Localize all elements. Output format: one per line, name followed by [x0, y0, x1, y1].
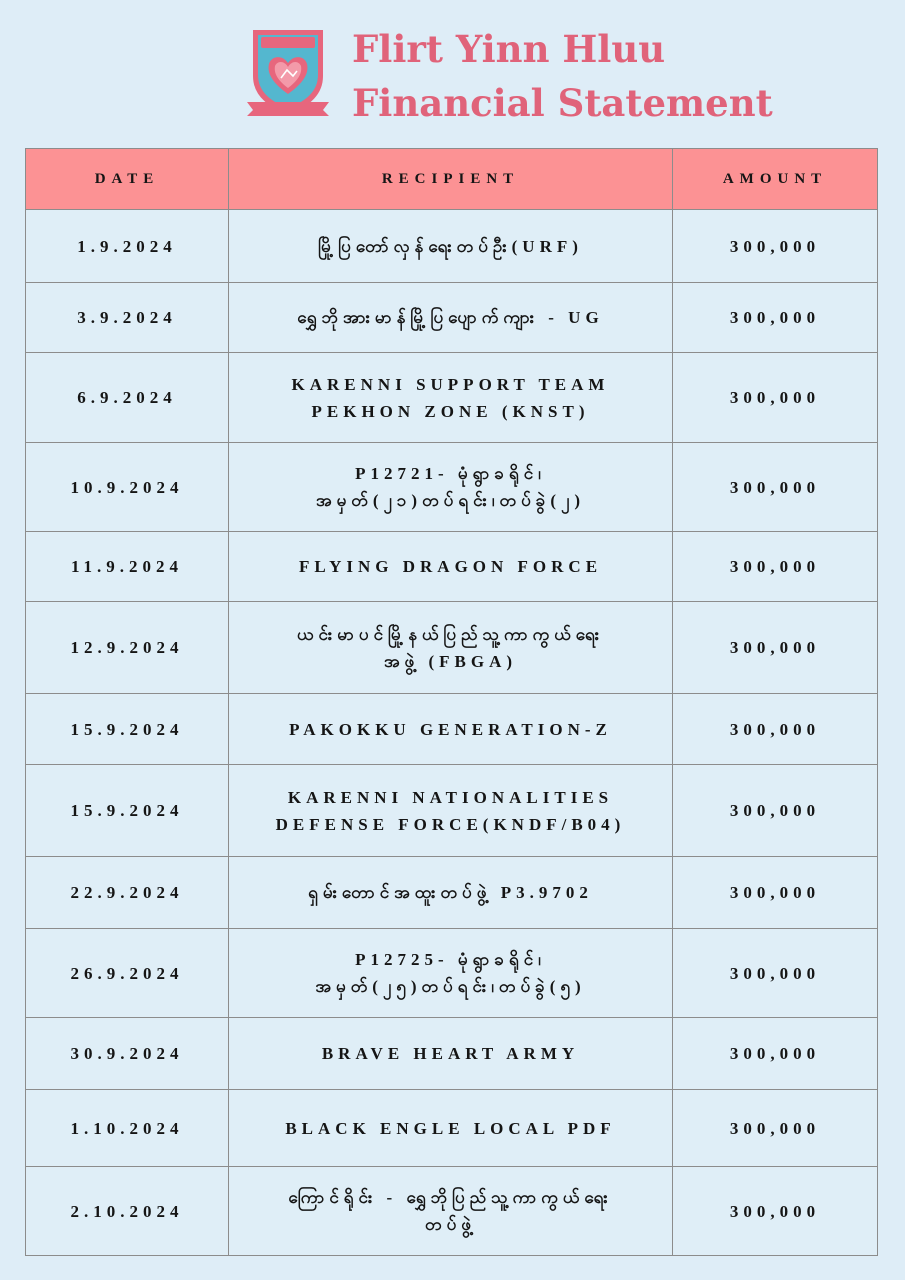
column-header-date: DATE — [25, 148, 229, 210]
recipient-cell: P12721- မုံရွာခရိုင်၊ အမှတ်(၂၁)တပ်ရင်း၊တ… — [228, 442, 673, 532]
header: Flirt Yinn Hluu Financial Statement — [0, 0, 905, 140]
table-row: 6.9.2024 KARENNI SUPPORT TEAM PEKHON ZON… — [25, 352, 878, 443]
table-row: 22.9.2024 ရှမ်းတောင်အထူးတပ်ဖွဲ့ P3.9702 … — [25, 856, 878, 929]
table-row: 15.9.2024 KARENNI NATIONALITIES DEFENSE … — [25, 764, 878, 857]
date-cell: 1.10.2024 — [25, 1089, 229, 1167]
recipient-cell: PAKOKKU GENERATION-Z — [228, 693, 673, 765]
date-cell: 12.9.2024 — [25, 601, 229, 694]
date-cell: 15.9.2024 — [25, 693, 229, 765]
date-cell: 26.9.2024 — [25, 928, 229, 1018]
table-row: 15.9.2024 PAKOKKU GENERATION-Z 300,000 — [25, 693, 878, 765]
table-row: 1.9.2024 မြို့ပြတော်လှန်ရေးတပ်ဦး(URF) 30… — [25, 209, 878, 283]
amount-cell: 300,000 — [672, 693, 878, 765]
recipient-cell: BRAVE HEART ARMY — [228, 1017, 673, 1090]
amount-cell: 300,000 — [672, 352, 878, 443]
recipient-cell: ရွှေဘိုအားမာန်မြို့ပြပျောက်ကျား - UG — [228, 282, 673, 353]
recipient-cell: BLACK ENGLE LOCAL PDF — [228, 1089, 673, 1167]
date-cell: 11.9.2024 — [25, 531, 229, 602]
table-row: 11.9.2024 FLYING DRAGON FORCE 300,000 — [25, 531, 878, 602]
title-document: Financial Statement — [352, 81, 773, 125]
recipient-cell: KARENNI SUPPORT TEAM PEKHON ZONE (KNST) — [228, 352, 673, 443]
table-row: 26.9.2024 P12725- မုံရွာခရိုင်၊ အမှတ်(၂၅… — [25, 928, 878, 1018]
recipient-cell: ရှမ်းတောင်အထူးတပ်ဖွဲ့ P3.9702 — [228, 856, 673, 929]
table-row: 30.9.2024 BRAVE HEART ARMY 300,000 — [25, 1017, 878, 1090]
amount-cell: 300,000 — [672, 928, 878, 1018]
column-header-amount: AMOUNT — [672, 148, 878, 210]
table-row: 10.9.2024 P12721- မုံရွာခရိုင်၊ အမှတ်(၂၁… — [25, 442, 878, 532]
title-block: Flirt Yinn Hluu Financial Statement — [352, 22, 773, 130]
amount-cell: 300,000 — [672, 1166, 878, 1256]
recipient-cell: ယင်းမာပင်မြို့နယ်ပြည်သူ့ကာကွယ်ရေး အဖွဲ့ … — [228, 601, 673, 694]
amount-cell: 300,000 — [672, 282, 878, 353]
recipient-cell: KARENNI NATIONALITIES DEFENSE FORCE(KNDF… — [228, 764, 673, 857]
date-cell: 22.9.2024 — [25, 856, 229, 929]
amount-cell: 300,000 — [672, 764, 878, 857]
amount-cell: 300,000 — [672, 442, 878, 532]
date-cell: 6.9.2024 — [25, 352, 229, 443]
date-cell: 2.10.2024 — [25, 1166, 229, 1256]
table-row: 1.10.2024 BLACK ENGLE LOCAL PDF 300,000 — [25, 1089, 878, 1167]
date-cell: 3.9.2024 — [25, 282, 229, 353]
amount-cell: 300,000 — [672, 601, 878, 694]
date-cell: 1.9.2024 — [25, 209, 229, 283]
column-header-recipient: RECIPIENT — [228, 148, 673, 210]
fundraising-team-logo — [247, 30, 329, 116]
recipient-cell: မြို့ပြတော်လှန်ရေးတပ်ဦး(URF) — [228, 209, 673, 283]
table-row: 2.10.2024 ကြောင်ရိုင်း - ရွှေဘိုပြည်သူ့က… — [25, 1166, 878, 1256]
financial-statement-table: DATE RECIPIENT AMOUNT 1.9.2024 မြို့ပြတေ… — [25, 148, 878, 1256]
date-cell: 15.9.2024 — [25, 764, 229, 857]
amount-cell: 300,000 — [672, 531, 878, 602]
date-cell: 30.9.2024 — [25, 1017, 229, 1090]
amount-cell: 300,000 — [672, 209, 878, 283]
table-header-row: DATE RECIPIENT AMOUNT — [25, 148, 878, 210]
amount-cell: 300,000 — [672, 1089, 878, 1167]
table-row: 3.9.2024 ရွှေဘိုအားမာန်မြို့ပြပျောက်ကျား… — [25, 282, 878, 353]
amount-cell: 300,000 — [672, 856, 878, 929]
date-cell: 10.9.2024 — [25, 442, 229, 532]
recipient-cell: P12725- မုံရွာခရိုင်၊ အမှတ်(၂၅)တပ်ရင်း၊တ… — [228, 928, 673, 1018]
title-organization: Flirt Yinn Hluu — [352, 27, 666, 71]
recipient-cell: ကြောင်ရိုင်း - ရွှေဘိုပြည်သူ့ကာကွယ်ရေး တ… — [228, 1166, 673, 1256]
table-row: 12.9.2024 ယင်းမာပင်မြို့နယ်ပြည်သူ့ကာကွယ်… — [25, 601, 878, 694]
amount-cell: 300,000 — [672, 1017, 878, 1090]
recipient-cell: FLYING DRAGON FORCE — [228, 531, 673, 602]
